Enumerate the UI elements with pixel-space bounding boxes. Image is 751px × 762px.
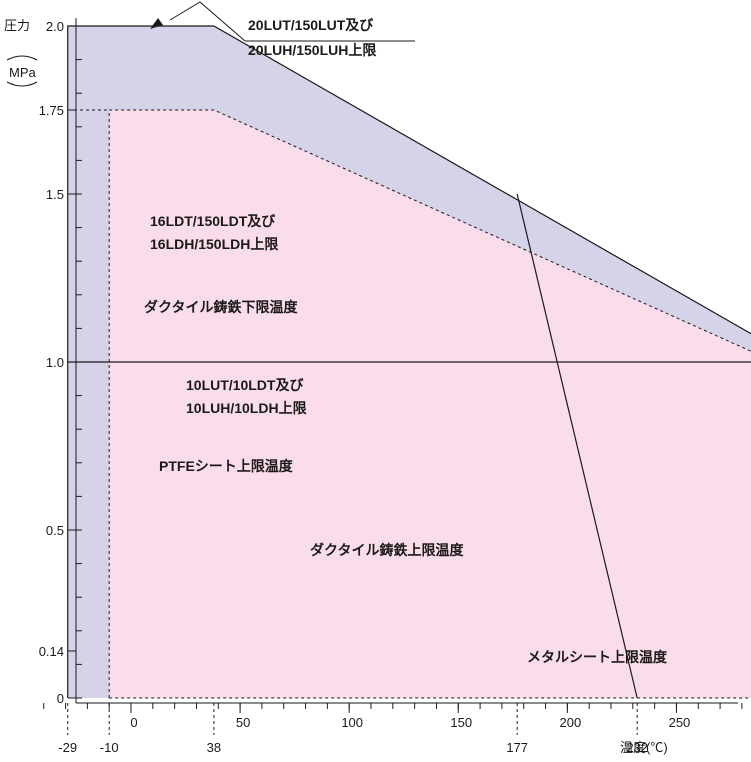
- x-tick-label: 200: [560, 715, 582, 730]
- y-tick-label: 1.5: [46, 187, 64, 202]
- y-tick-label: 1.0: [46, 355, 64, 370]
- y-tick-label: 0.5: [46, 523, 64, 538]
- x-tick-label: 100: [341, 715, 363, 730]
- axis-ticks: 00.140.51.01.51.752.00501001502002503003…: [39, 19, 743, 755]
- unit-bracket-top: [6, 55, 38, 61]
- unit-bracket-bottom: [6, 81, 38, 87]
- y-tick-label: 0.14: [39, 644, 64, 659]
- mid-limit-label-1: 16LDT/150LDT及び: [150, 213, 276, 229]
- y-tick-label: 1.75: [39, 103, 64, 118]
- ten-limit-label-2: 10LUH/10LDH上限: [186, 400, 307, 416]
- x-mark-label: -10: [100, 740, 119, 755]
- ten-limit-label-1: 10LUT/10LDT及び: [186, 377, 304, 393]
- upper-limit-label-2: 20LUH/150LUH上限: [248, 42, 376, 58]
- ptfe-temp-label: PTFEシート上限温度: [159, 458, 294, 474]
- x-tick-label: 0: [130, 715, 137, 730]
- upper-limit-label-1: 20LUT/150LUT及び: [248, 17, 374, 33]
- ductile-lower-temp-label: ダクタイル鋳鉄下限温度: [144, 299, 298, 315]
- x-mark-label: 232: [626, 740, 648, 755]
- mid-limit-label-2: 16LDH/150LDH上限: [150, 236, 278, 252]
- ductile-upper-temp-label: ダクタイル鋳鉄上限温度: [310, 542, 464, 558]
- y-tick-label: 0: [57, 691, 64, 706]
- x-mark-label: 177: [506, 740, 528, 755]
- x-mark-label: -29: [58, 740, 77, 755]
- y-tick-label: 2.0: [46, 19, 64, 34]
- x-mark-label: 38: [207, 740, 221, 755]
- x-axis-title: 温度(℃): [620, 740, 668, 755]
- ptfe-seat-region: [109, 110, 751, 698]
- upper-label-leader: [169, 1, 246, 42]
- ptfe-limit-line: [108, 109, 751, 698]
- y-axis-title-1: 圧力: [4, 18, 30, 33]
- guide-lines: [67, 109, 638, 735]
- y-axis-unit: MPa: [9, 65, 37, 80]
- x-tick-label: 150: [450, 715, 472, 730]
- x-tick-label: 50: [236, 715, 250, 730]
- upper-label-arrowhead: [150, 18, 163, 29]
- metal-temp-label: メタルシート上限温度: [527, 649, 668, 665]
- x-tick-label: 250: [669, 715, 691, 730]
- upper-limit-line: [67, 25, 751, 698]
- ductile-upper-temp-line: [516, 193, 638, 699]
